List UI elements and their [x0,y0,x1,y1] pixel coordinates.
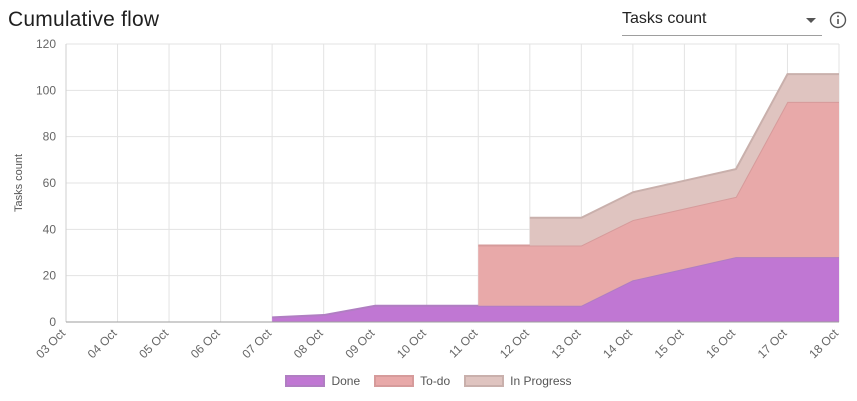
chart-legend: Done To-do In Progress [0,371,857,391]
x-tick-label: 13 Oct [549,326,584,361]
legend-swatch [374,375,415,387]
x-tick-label: 07 Oct [239,326,274,361]
x-tick-label: 04 Oct [85,326,120,361]
metric-select[interactable]: Tasks count [622,6,822,36]
y-tick-label: 40 [43,222,57,236]
cumulative-flow-chart: 0 20 40 60 80 100 120 03 Oct 04 Oct 05 Oct 06 Oct 0… [13,37,842,361]
x-tick-label: 05 Oct [136,326,171,361]
line-in-progress [529,73,839,219]
x-tick-label: 17 Oct [755,326,790,361]
legend-item-done[interactable]: Done [285,371,360,391]
x-tick-label: 09 Oct [342,326,377,361]
info-icon[interactable] [829,11,847,29]
legend-label: In Progress [510,374,572,388]
x-tick-label: 06 Oct [188,326,223,361]
y-tick-label: 120 [36,37,56,51]
x-tick-label: 14 Oct [600,326,635,361]
x-tick-label: 03 Oct [33,326,68,361]
metric-select-value: Tasks count [622,10,707,27]
area-to-do [478,101,839,306]
y-tick-label: 20 [43,269,57,283]
legend-item-in-progress[interactable]: In Progress [464,371,572,391]
x-tick-label: 18 Oct [806,326,841,361]
chart-title: Cumulative flow [8,8,160,31]
x-tick-label: 16 Oct [703,326,738,361]
y-tick-label: 0 [49,315,56,329]
x-tick-label: 10 Oct [394,326,429,361]
chevron-down-icon [806,18,816,23]
legend-label: Done [331,374,361,388]
area-in-progress [529,74,839,246]
x-tick-label: 15 Oct [652,326,687,361]
legend-item-to-do[interactable]: To-do [374,371,450,391]
x-tick-label: 11 Oct [446,326,481,361]
legend-label: To-do [420,374,451,388]
y-tick-label: 60 [43,176,57,190]
y-tick-label: 100 [36,83,56,97]
x-tick-label: 12 Oct [497,326,532,361]
y-axis-label: Tasks count [13,154,25,212]
legend-swatch [464,375,505,387]
x-tick-label: 08 Oct [291,326,326,361]
y-tick-label: 80 [43,130,57,144]
legend-swatch [285,375,326,387]
